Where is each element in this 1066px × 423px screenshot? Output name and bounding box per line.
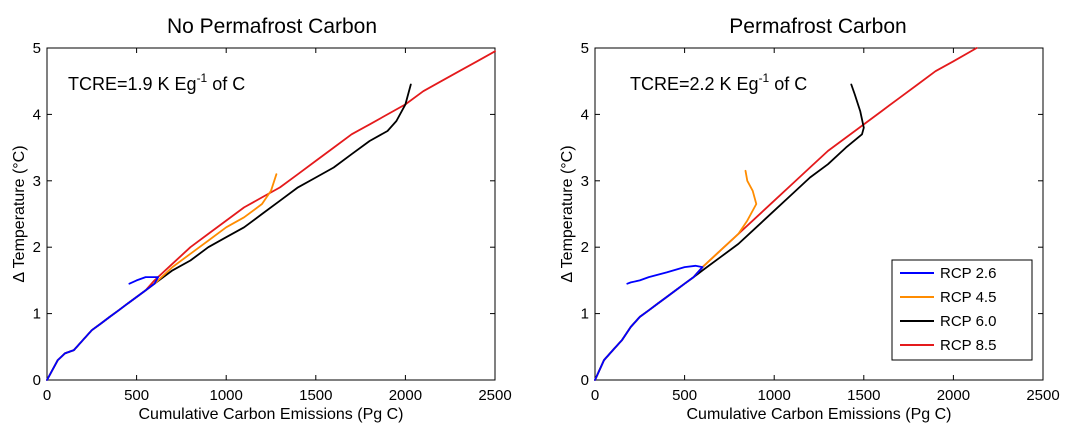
x-ticks: 0 500 1000 1500 2000 2500	[591, 48, 1060, 404]
x-tick-label: 2000	[937, 387, 970, 404]
chart-title: Permafrost Carbon	[729, 15, 906, 38]
chart-title: No Permafrost Carbon	[167, 15, 377, 38]
y-tick-label: 4	[33, 106, 41, 123]
series-line-rcp-2-6	[46, 276, 160, 381]
x-tick-label: 500	[124, 387, 149, 404]
series-line-rcp-6-0	[46, 83, 412, 381]
series-lines	[46, 50, 496, 381]
x-tick-label: 2500	[1026, 387, 1059, 404]
panel-permafrost: Permafrost Carbon TCRE=2.2 K Eg-1 of C 0…	[559, 15, 1060, 423]
x-axis-label: Cumulative Carbon Emissions (Pg C)	[139, 406, 404, 423]
y-tick-label: 2	[33, 239, 41, 256]
tcre-annotation: TCRE=1.9 K Eg-1 of C	[68, 71, 245, 94]
y-tick-label: 3	[581, 173, 589, 190]
legend-label: RCP 6.0	[940, 313, 996, 330]
x-ticks: 0 500 1000 1500 2000 2500	[43, 48, 512, 404]
x-tick-label: 1500	[847, 387, 880, 404]
y-tick-label: 4	[581, 106, 589, 123]
plot-area	[594, 47, 1044, 381]
series-line-rcp-4-5	[46, 173, 278, 381]
tcre-annotation: TCRE=2.2 K Eg-1 of C	[630, 71, 807, 94]
y-axis-label: Δ Temperature (°C)	[11, 145, 28, 282]
legend-entry-rcp-6-0: RCP 6.0	[900, 313, 996, 330]
x-tick-label: 1000	[210, 387, 243, 404]
y-tick-label: 2	[581, 239, 589, 256]
legend: RCP 2.6 RCP 4.5 RCP 6.0 RCP 8.5	[891, 259, 1033, 361]
legend-box	[891, 259, 1033, 361]
legend-entry-rcp-4-5: RCP 4.5	[900, 289, 996, 306]
y-tick-label: 0	[581, 372, 589, 389]
y-tick-label: 1	[33, 306, 41, 323]
x-tick-label: 1500	[299, 387, 332, 404]
annotation-suffix: of C	[207, 74, 245, 94]
y-tick-label: 3	[33, 173, 41, 190]
y-tick-label: 0	[33, 372, 41, 389]
legend-label: RCP 8.5	[940, 337, 996, 354]
annotation-prefix: TCRE=1.9 K Eg	[68, 74, 197, 94]
legend-entry-rcp-2-6: RCP 2.6	[900, 265, 996, 282]
x-tick-label: 2000	[389, 387, 422, 404]
series-lines	[594, 47, 978, 381]
annotation-suffix: of C	[769, 74, 807, 94]
y-ticks: 0 1 2 3 4 5	[581, 40, 1043, 389]
x-axis-label: Cumulative Carbon Emissions (Pg C)	[687, 406, 952, 423]
x-tick-label: 0	[43, 387, 51, 404]
x-tick-label: 1000	[758, 387, 791, 404]
annotation-sup: -1	[197, 71, 208, 85]
x-tick-label: 500	[672, 387, 697, 404]
panel-no-permafrost: No Permafrost Carbon TCRE=1.9 K Eg-1 of …	[11, 15, 512, 423]
y-tick-label: 5	[33, 40, 41, 57]
plot-area	[46, 47, 496, 381]
x-tick-label: 0	[591, 387, 599, 404]
y-tick-label: 1	[581, 306, 589, 323]
series-line-rcp-2-6	[594, 264, 704, 381]
y-tick-label: 5	[581, 40, 589, 57]
annotation-prefix: TCRE=2.2 K Eg	[630, 74, 759, 94]
y-ticks: 0 1 2 3 4 5	[33, 40, 495, 389]
series-line-rcp-8-5	[46, 50, 496, 381]
legend-label: RCP 4.5	[940, 289, 996, 306]
legend-entry-rcp-8-5: RCP 8.5	[900, 337, 996, 354]
legend-label: RCP 2.6	[940, 265, 996, 282]
series-line-rcp-6-0	[594, 83, 865, 381]
annotation-sup: -1	[759, 71, 770, 85]
series-line-rcp-4-5	[594, 169, 758, 381]
x-tick-label: 2500	[478, 387, 511, 404]
y-axis-label: Δ Temperature (°C)	[559, 145, 576, 282]
